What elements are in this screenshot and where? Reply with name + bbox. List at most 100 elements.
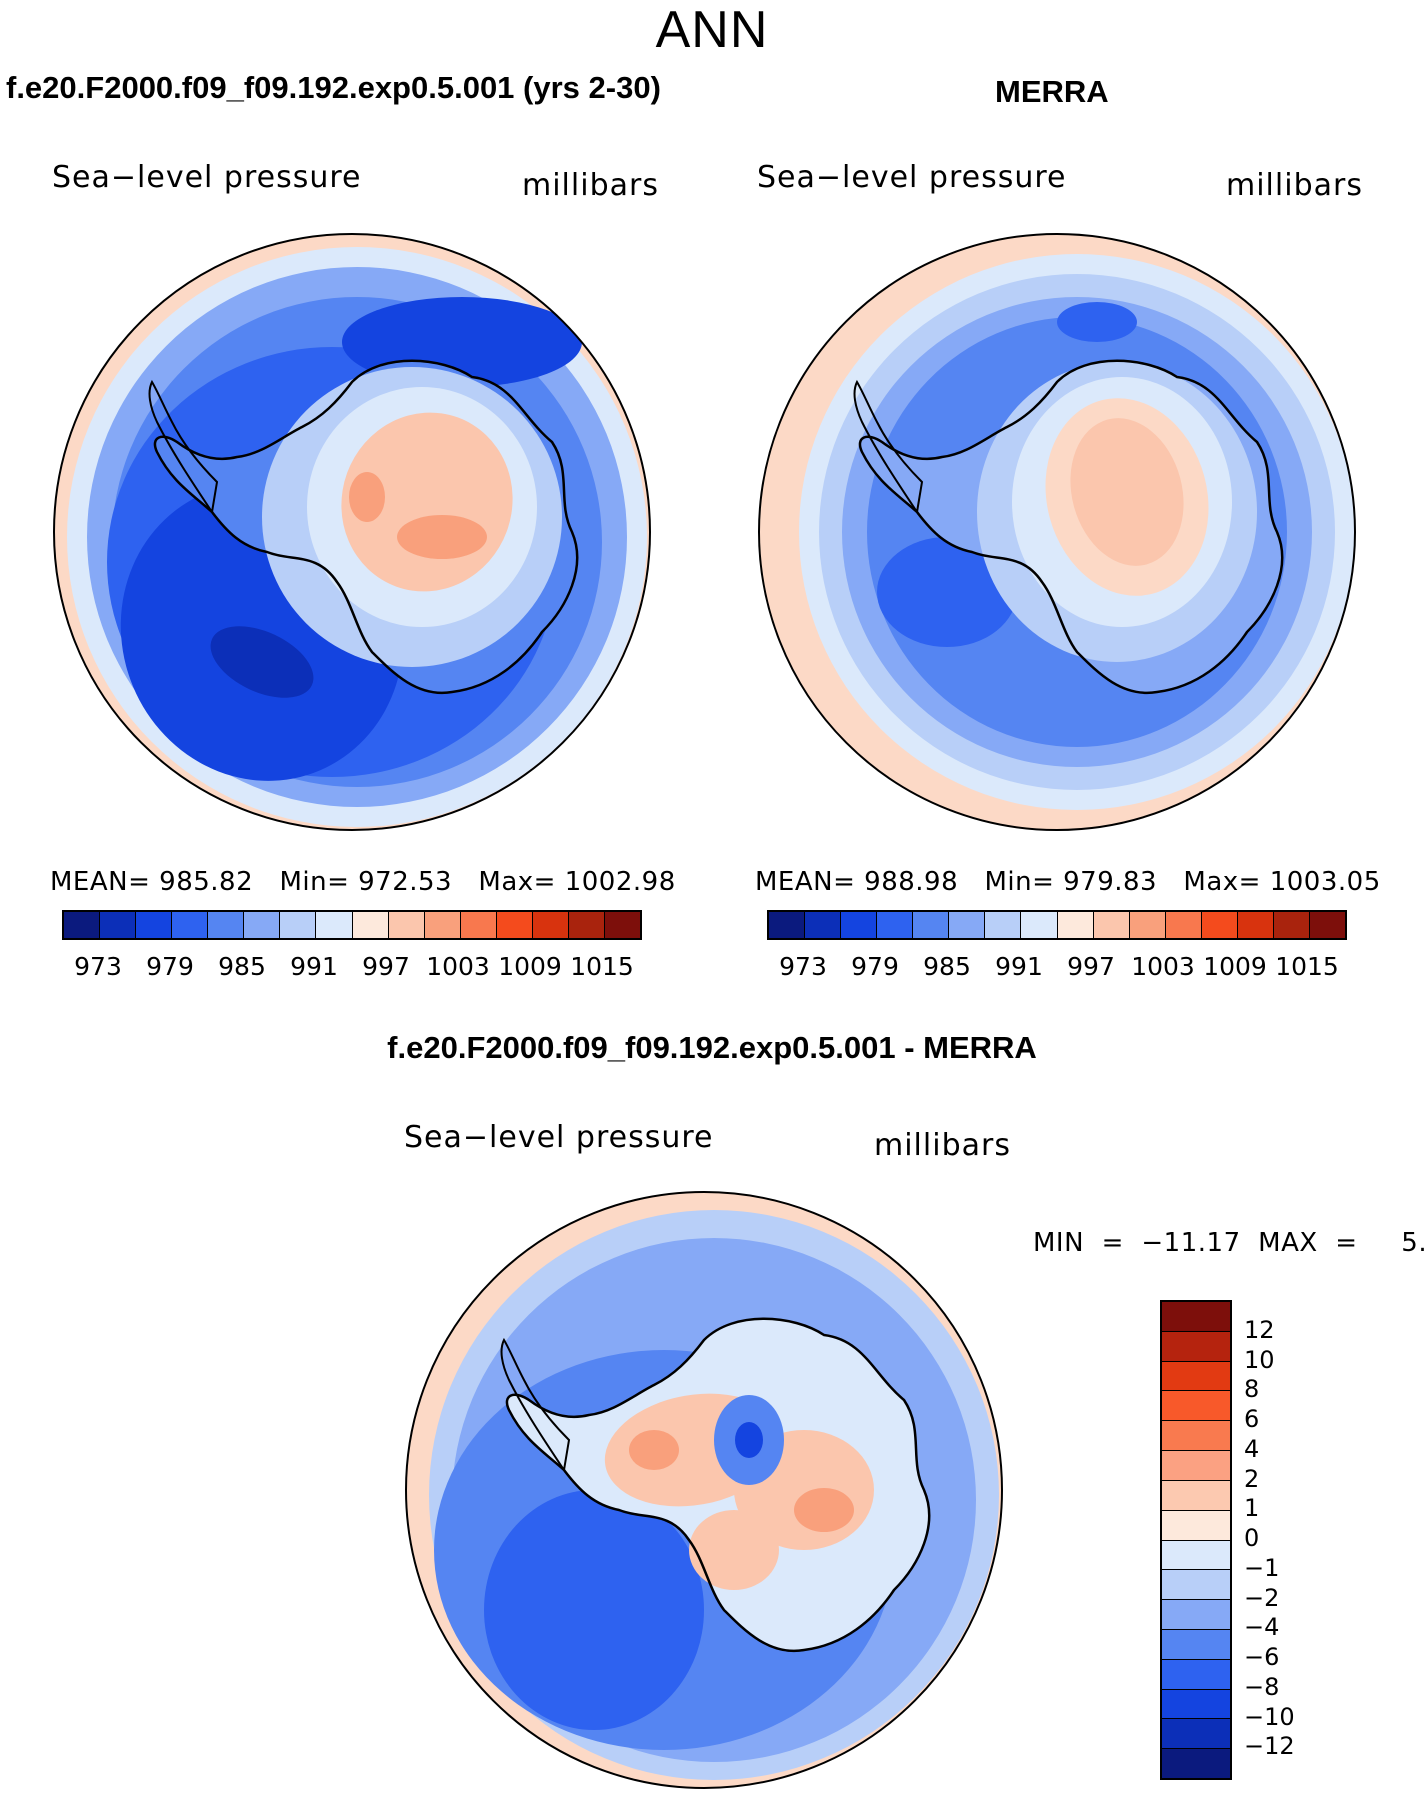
diff-contour bbox=[735, 1422, 763, 1458]
obs-colorbar-swatch bbox=[769, 912, 806, 938]
model-colorbar-swatch bbox=[568, 912, 605, 938]
obs-colorbar-tick-label: 979 bbox=[851, 952, 899, 981]
obs-max-label: Max= bbox=[1183, 867, 1261, 897]
diff-colorbar bbox=[1160, 1300, 1232, 1780]
obs-colorbar-swatch bbox=[1057, 912, 1094, 938]
diff-colorbar-tick-label: 0 bbox=[1244, 1524, 1260, 1552]
obs-colorbar bbox=[767, 910, 1347, 940]
model-colorbar-ticks: 973 979 985 991 997 1003 1009 1015 bbox=[62, 952, 642, 982]
diff-variable-label: Sea−level pressure bbox=[404, 1120, 714, 1155]
season-title: ANN bbox=[655, 1, 769, 59]
obs-contour bbox=[877, 537, 1017, 647]
obs-colorbar-tick-label: 1009 bbox=[1203, 952, 1267, 981]
model-max-label: Max= bbox=[478, 867, 556, 897]
obs-colorbar-tick-label: 973 bbox=[779, 952, 827, 981]
diff-colorbar-swatch bbox=[1162, 1302, 1230, 1332]
diff-coastline bbox=[505, 1317, 931, 1653]
model-colorbar-swatch bbox=[172, 912, 209, 938]
model-colorbar-swatch bbox=[460, 912, 497, 938]
model-colorbar-tick-label: 1003 bbox=[426, 952, 490, 981]
obs-peninsula-coastline bbox=[853, 379, 924, 515]
model-panel-title: f.e20.F2000.f09_f09.192.exp0.5.001 (yrs … bbox=[6, 70, 661, 105]
obs-colorbar-swatch bbox=[913, 912, 950, 938]
model-contour bbox=[210, 626, 314, 698]
model-colorbar-swatch bbox=[280, 912, 317, 938]
obs-colorbar-tick-label: 1015 bbox=[1275, 952, 1339, 981]
obs-contour bbox=[1070, 418, 1184, 566]
model-peninsula-coastline bbox=[148, 379, 219, 515]
model-colorbar-swatch bbox=[208, 912, 245, 938]
obs-coastline bbox=[858, 359, 1284, 695]
diff-colorbar-tick-label: −8 bbox=[1244, 1672, 1280, 1701]
diff-colorbar-swatch bbox=[1162, 1540, 1230, 1571]
diff-colorbar-tick-label: −12 bbox=[1244, 1732, 1295, 1761]
obs-colorbar-ticks: 973 979 985 991 997 1003 1009 1015 bbox=[767, 952, 1347, 982]
obs-polar-map bbox=[758, 233, 1356, 831]
diff-colorbar-tick-label: −2 bbox=[1244, 1583, 1280, 1612]
model-min-value: 972.53 bbox=[358, 867, 453, 897]
diff-colorbar-ticks: 12 10 8 6 4 2 1 0 −1 −2 −4 −6 −8 −10 −12 bbox=[1244, 1300, 1324, 1776]
diff-colorbar-tick-label: −10 bbox=[1244, 1702, 1295, 1731]
model-colorbar-swatch bbox=[496, 912, 533, 938]
obs-contour bbox=[1057, 302, 1137, 342]
diff-peninsula-coastline bbox=[500, 1337, 571, 1473]
model-colorbar-tick-label: 1015 bbox=[570, 952, 634, 981]
obs-field bbox=[759, 234, 1355, 830]
model-colorbar-swatch bbox=[352, 912, 389, 938]
diff-panel-title: f.e20.F2000.f09_f09.192.exp0.5.001 - MER… bbox=[387, 1030, 1037, 1065]
diff-colorbar-swatch bbox=[1162, 1659, 1230, 1690]
model-colorbar-swatch bbox=[532, 912, 569, 938]
diff-contour bbox=[629, 1430, 679, 1470]
obs-colorbar-swatch bbox=[949, 912, 986, 938]
diff-colorbar-swatch bbox=[1162, 1600, 1230, 1630]
model-colorbar-swatch bbox=[388, 912, 425, 938]
diff-colorbar-tick-label: 12 bbox=[1244, 1315, 1275, 1344]
obs-units-label: millibars bbox=[1226, 168, 1363, 203]
model-colorbar-tick-label: 973 bbox=[74, 952, 122, 981]
diff-colorbar-swatch bbox=[1162, 1510, 1230, 1541]
obs-map-border bbox=[758, 233, 1356, 831]
obs-colorbar-swatch bbox=[841, 912, 878, 938]
obs-colorbar-swatch bbox=[805, 912, 842, 938]
model-mean-label: MEAN= bbox=[50, 867, 151, 897]
obs-max-value: 1003.05 bbox=[1269, 867, 1381, 897]
model-colorbar-swatch bbox=[604, 912, 640, 938]
diff-map-border bbox=[405, 1191, 1003, 1789]
obs-min-label: Min= bbox=[984, 867, 1055, 897]
model-colorbar-tick-label: 997 bbox=[362, 952, 410, 981]
model-colorbar-swatch bbox=[424, 912, 461, 938]
obs-mean-value: 988.98 bbox=[864, 867, 959, 897]
model-mean-value: 985.82 bbox=[159, 867, 254, 897]
model-colorbar-tick-label: 985 bbox=[218, 952, 266, 981]
diff-units-label: millibars bbox=[874, 1128, 1011, 1163]
model-colorbar-swatch bbox=[136, 912, 173, 938]
obs-colorbar-tick-label: 997 bbox=[1067, 952, 1115, 981]
model-contour bbox=[349, 472, 385, 522]
model-variable-label: Sea−level pressure bbox=[52, 160, 362, 195]
diff-colorbar-swatch bbox=[1162, 1689, 1230, 1720]
obs-panel-title: MERRA bbox=[995, 74, 1109, 109]
model-coastline bbox=[153, 359, 579, 695]
obs-colorbar-tick-label: 985 bbox=[923, 952, 971, 981]
model-colorbar bbox=[62, 910, 642, 940]
model-field bbox=[54, 234, 650, 830]
diff-colorbar-tick-label: 8 bbox=[1244, 1375, 1260, 1404]
diff-colorbar-swatch bbox=[1162, 1421, 1230, 1452]
model-units-label: millibars bbox=[522, 168, 659, 203]
diff-colorbar-tick-label: 10 bbox=[1244, 1345, 1275, 1374]
model-stats: MEAN= 985.82 Min= 972.53 Max= 1002.98 bbox=[50, 867, 676, 897]
obs-min-value: 979.83 bbox=[1063, 867, 1158, 897]
model-colorbar-tick-label: 991 bbox=[290, 952, 338, 981]
diff-colorbar-swatch bbox=[1162, 1719, 1230, 1750]
diff-colorbar-tick-label: 6 bbox=[1244, 1405, 1260, 1433]
obs-colorbar-tick-label: 991 bbox=[995, 952, 1043, 981]
model-map-border bbox=[53, 233, 651, 831]
diff-colorbar-swatch bbox=[1162, 1749, 1230, 1778]
diff-colorbar-tick-label: −1 bbox=[1244, 1553, 1280, 1582]
obs-colorbar-swatch bbox=[1273, 912, 1310, 938]
obs-stats: MEAN= 988.98 Min= 979.83 Max= 1003.05 bbox=[755, 867, 1381, 897]
diff-colorbar-swatch bbox=[1162, 1361, 1230, 1392]
model-contour bbox=[397, 515, 487, 559]
model-min-label: Min= bbox=[279, 867, 350, 897]
obs-colorbar-swatch bbox=[1129, 912, 1166, 938]
